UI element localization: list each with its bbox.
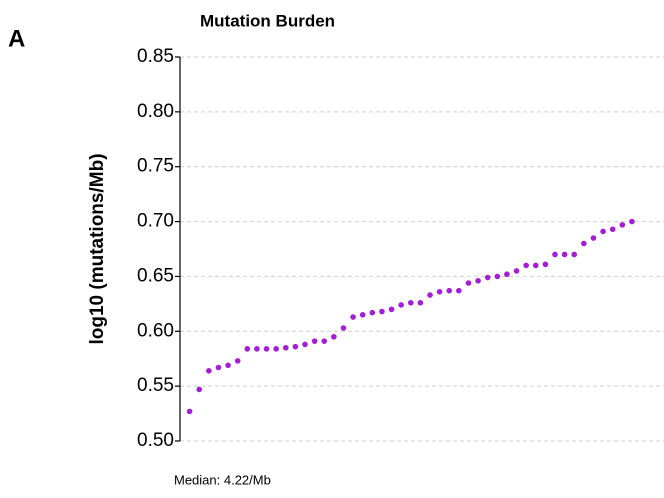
y-axis-label: log10 (mutations/Mb) xyxy=(87,153,108,344)
point xyxy=(504,271,510,278)
point xyxy=(532,262,539,269)
point xyxy=(427,292,433,298)
y-tick-label: 0.60 xyxy=(137,320,174,341)
point xyxy=(311,338,318,344)
point xyxy=(292,343,299,350)
point xyxy=(331,333,337,340)
point xyxy=(321,338,328,344)
annotation: Median: 4.22/Mb xyxy=(174,472,271,487)
point xyxy=(552,251,558,258)
point xyxy=(561,251,568,258)
point xyxy=(388,306,395,313)
y-tick-label: 0.65 xyxy=(137,265,174,286)
point xyxy=(186,408,193,415)
y-tick-label: 0.55 xyxy=(137,375,174,396)
point xyxy=(456,287,462,294)
point xyxy=(542,261,549,268)
y-tick-label: 0.75 xyxy=(137,156,174,177)
point xyxy=(254,346,260,352)
point xyxy=(590,235,597,241)
point xyxy=(600,228,606,235)
chart-title: Mutation Burden xyxy=(200,11,335,30)
point xyxy=(513,268,520,274)
point xyxy=(484,274,491,281)
point xyxy=(350,314,356,320)
point xyxy=(609,226,616,233)
point xyxy=(379,308,385,315)
point xyxy=(494,273,501,280)
y-tick-label: 0.80 xyxy=(137,101,174,122)
y-tick-label: 0.50 xyxy=(137,430,174,451)
point xyxy=(215,364,222,371)
point xyxy=(398,302,404,308)
y-tick-label: 0.85 xyxy=(137,46,174,67)
point xyxy=(302,341,308,348)
point xyxy=(340,325,347,331)
panel-label: A xyxy=(8,25,25,52)
point xyxy=(523,262,529,269)
point xyxy=(244,346,251,352)
point xyxy=(581,240,587,247)
point xyxy=(436,288,443,295)
point xyxy=(417,299,424,306)
point xyxy=(369,309,376,316)
point xyxy=(619,222,626,228)
point xyxy=(475,278,481,284)
point xyxy=(206,367,212,374)
y-tick-label: 0.70 xyxy=(137,211,174,232)
point xyxy=(225,362,231,369)
point xyxy=(407,299,414,306)
point xyxy=(465,280,472,286)
point xyxy=(234,358,241,364)
point xyxy=(273,346,279,352)
point xyxy=(196,386,203,393)
point xyxy=(629,218,635,225)
point xyxy=(446,287,453,294)
point xyxy=(571,251,578,258)
point xyxy=(263,346,270,352)
point xyxy=(359,312,366,318)
point xyxy=(282,344,289,351)
